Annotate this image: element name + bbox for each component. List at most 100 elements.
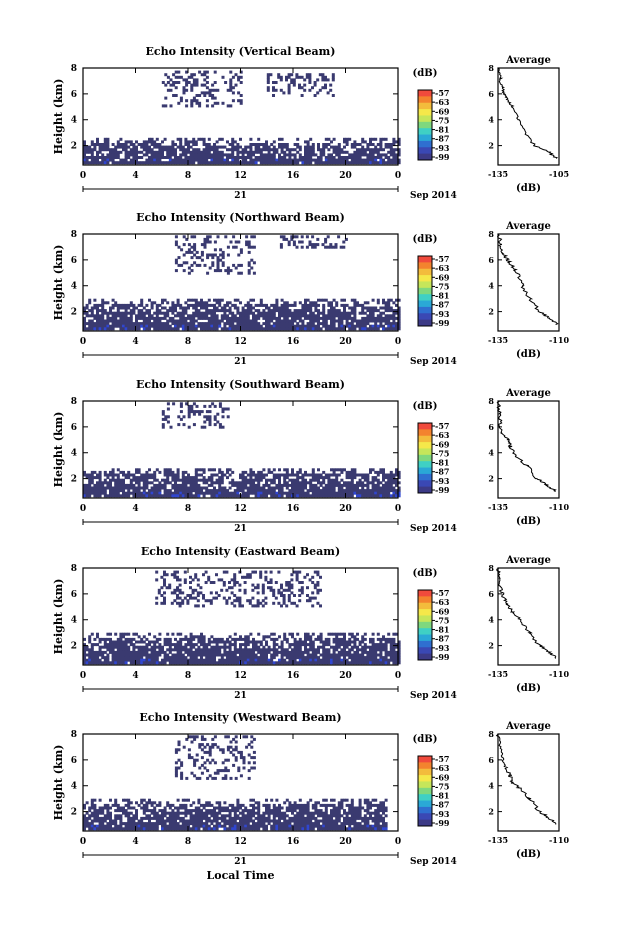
echo-cell [340,486,344,490]
echo-cell [371,319,375,323]
echo-cell [231,153,235,157]
echo-cell [189,653,193,657]
echo-cell [210,156,214,159]
echo-cell [270,481,274,485]
echo-cell [233,491,237,495]
echo-cell [249,489,253,493]
echo-cell [155,656,159,660]
echo-cell [135,632,138,636]
echo-cell [353,158,357,162]
echo-cell [106,148,110,152]
echo-cell [275,148,279,152]
echo-cell [259,494,263,498]
echo-cell [382,489,385,493]
echo-cell [293,494,297,498]
echo-cell [350,316,354,320]
echo-cell [348,316,352,320]
echo-cell [361,645,365,649]
echo-cell [176,798,180,802]
echo-cell [179,417,183,421]
echo-cell [330,798,333,802]
echo-cell [202,658,206,662]
echo-cell [296,486,300,490]
echo-cell [85,801,89,805]
echo-cell [256,601,260,605]
echo-cell [196,604,200,608]
echo-cell [322,303,326,307]
y-tick-label: 2 [71,308,77,318]
echo-cell [343,145,346,149]
echo-cell [389,158,393,162]
echo-cell [192,99,196,103]
echo-cell [301,653,305,657]
echo-cell [324,245,328,249]
echo-cell [233,140,237,144]
echo-cell [90,322,94,326]
echo-cell [343,494,346,498]
echo-cell [124,303,128,307]
echo-cell [202,494,206,498]
y-tick-label: 8 [71,64,77,74]
echo-cell [296,150,300,154]
echo-cell [206,235,210,239]
echo-cell [210,309,214,313]
echo-cell [244,653,248,657]
echo-cell [207,150,211,154]
echo-cell [280,648,284,652]
echo-cell [317,324,320,328]
echo-cell [330,661,333,665]
echo-cell [182,88,186,92]
echo-cell [330,161,333,165]
echo-cell [96,137,99,141]
echo-cell [184,489,188,493]
echo-cell [254,486,258,490]
echo-cell [174,70,178,74]
echo-cell [218,637,222,641]
echo-cell [293,640,297,644]
echo-cell [280,650,284,654]
echo-cell [85,314,89,318]
echo-cell [221,410,225,414]
echo-cell [384,494,388,498]
echo-cell [109,153,112,157]
echo-cell [223,648,227,652]
echo-cell [350,491,354,495]
echo-cell [106,658,110,662]
echo-cell [194,491,198,495]
echo-cell [197,648,201,652]
echo-cell [366,494,370,498]
echo-cell [252,235,256,239]
echo-cell [345,316,349,320]
echo-cell [293,311,297,315]
echo-cell [363,473,367,477]
echo-cell [317,322,320,326]
echo-cell [153,311,157,315]
echo-cell [145,143,149,146]
echo-cell [140,656,144,660]
echo-cell [85,483,89,487]
colorbar-tick-label: -57 [435,588,449,598]
echo-cell [264,575,268,579]
echo-cell [192,143,196,146]
echo-cell [252,161,255,165]
echo-cell [202,596,205,600]
echo-cell [145,476,149,480]
echo-cell [361,489,365,493]
echo-cell [192,656,196,660]
echo-cell [389,322,393,326]
echo-cell [296,470,300,474]
echo-cell [267,153,271,157]
echo-cell [228,143,232,146]
echo-cell [376,470,380,474]
echo-cell [301,476,305,480]
echo-cell [187,75,191,79]
echo-cell [306,309,310,313]
echo-cell [277,588,281,592]
echo-cell [150,640,154,644]
echo-cell [237,271,241,275]
echo-cell [181,489,185,493]
echo-cell [301,309,305,313]
echo-cell [382,301,385,305]
echo-cell [300,94,304,97]
echo-cell [327,483,331,487]
